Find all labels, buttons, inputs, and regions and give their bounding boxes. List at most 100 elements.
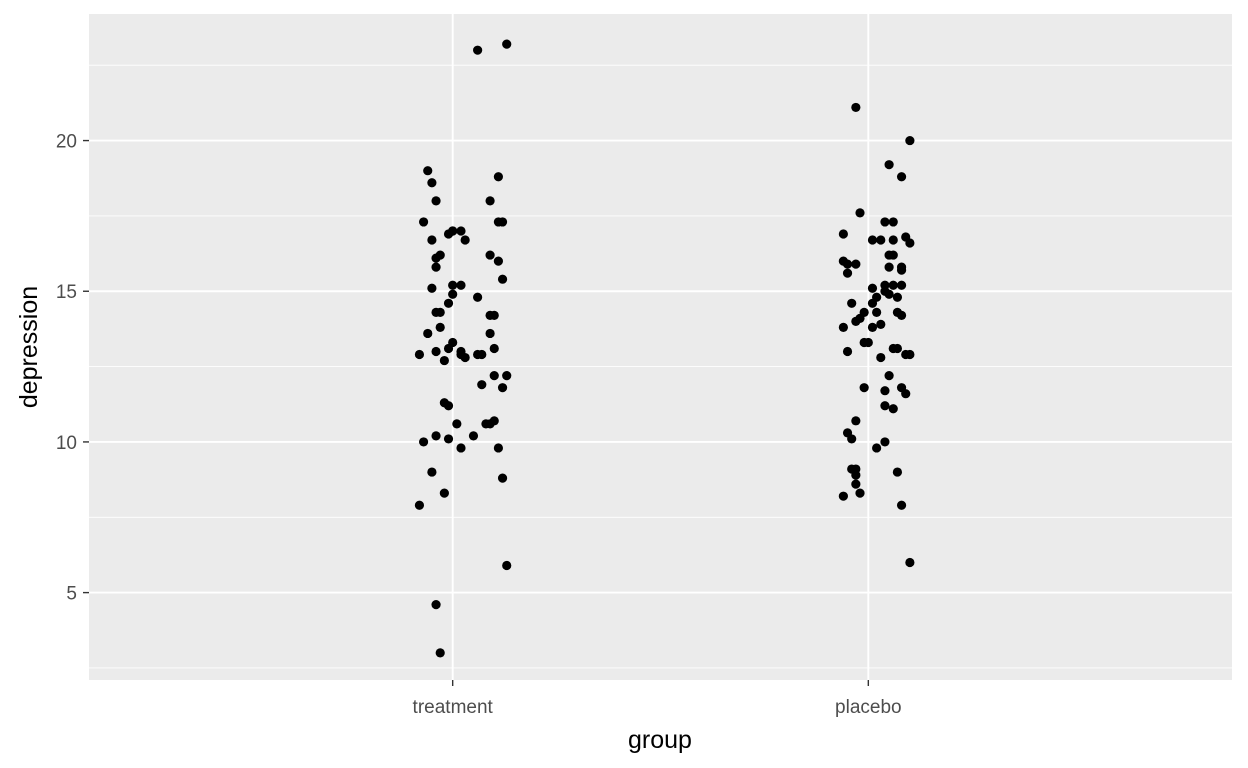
y-axis-title: depression [15,286,43,408]
y-tick-label: 10 [56,433,77,454]
data-point [435,307,445,317]
data-point [863,337,873,348]
data-point [880,437,890,447]
data-point [842,268,853,278]
data-points [414,39,915,658]
data-point [493,443,504,453]
data-point [423,166,433,176]
data-point [443,343,454,354]
data-point [418,217,429,227]
data-point [905,349,915,360]
data-point [468,431,479,441]
data-point [851,470,861,480]
minor-gridlines [89,64,1232,669]
major-gridlines [89,14,1232,680]
data-point [427,235,437,245]
data-point [443,434,454,444]
data-point [880,401,890,411]
data-point [880,217,890,227]
data-point [456,349,466,360]
data-point [888,280,898,290]
data-point [460,235,470,245]
data-point [431,262,441,272]
data-point [884,160,894,170]
data-point [427,178,437,188]
data-point [867,283,878,293]
x-axis-title: group [628,726,692,754]
data-point [493,172,504,182]
data-point [847,434,857,444]
data-point [896,280,907,290]
data-point [427,467,437,477]
data-point [456,443,466,453]
data-point [473,292,483,302]
data-point [435,250,445,260]
data-point [876,352,886,363]
x-axis: treatment placebo [413,680,902,718]
data-point [892,467,903,477]
data-point [477,349,487,360]
data-point [896,310,907,320]
data-point [872,307,882,317]
data-point [876,319,886,329]
data-point [502,39,512,49]
data-point [502,560,512,571]
plot-panel [89,14,1232,680]
data-point [838,322,848,333]
data-point [439,355,449,366]
data-point [489,310,499,320]
data-point [838,491,848,501]
y-axis: 5 10 15 20 [56,132,89,605]
data-point [896,265,907,275]
x-tick-label: treatment [413,697,494,718]
data-point [431,431,441,441]
data-point [423,328,433,339]
data-point [473,45,483,55]
data-point [851,316,861,326]
data-point [485,328,495,339]
data-point [497,383,508,393]
data-point [905,557,915,568]
data-point [851,479,861,489]
data-point [431,600,441,610]
data-point [435,322,445,333]
data-point [427,283,437,293]
data-point [456,280,466,290]
data-point [851,102,861,113]
data-point [485,196,495,206]
data-point [489,371,499,381]
data-point [842,346,853,357]
data-point [880,386,890,396]
data-point [497,473,508,483]
data-point [489,343,499,354]
data-point [896,172,907,182]
data-point [435,648,445,658]
data-point [456,226,466,236]
data-point [497,274,508,284]
data-point [888,217,898,227]
data-point [851,259,861,269]
data-point [448,280,458,290]
data-point [901,389,911,399]
data-point [414,500,425,510]
data-point [872,443,882,453]
data-point [892,292,903,302]
data-point [896,500,907,510]
data-point [502,371,512,381]
data-point [884,289,894,299]
data-point [867,298,878,308]
data-point [884,262,894,272]
data-point [443,298,454,308]
data-point [905,238,915,248]
data-point [431,196,441,206]
data-point [489,416,499,426]
y-tick-label: 20 [56,132,77,153]
data-point [847,298,857,308]
data-point [477,380,487,390]
data-point [851,416,861,426]
y-tick-label: 5 [66,584,77,605]
y-tick-label: 15 [56,282,77,303]
data-point [859,383,869,393]
data-point [888,404,898,414]
